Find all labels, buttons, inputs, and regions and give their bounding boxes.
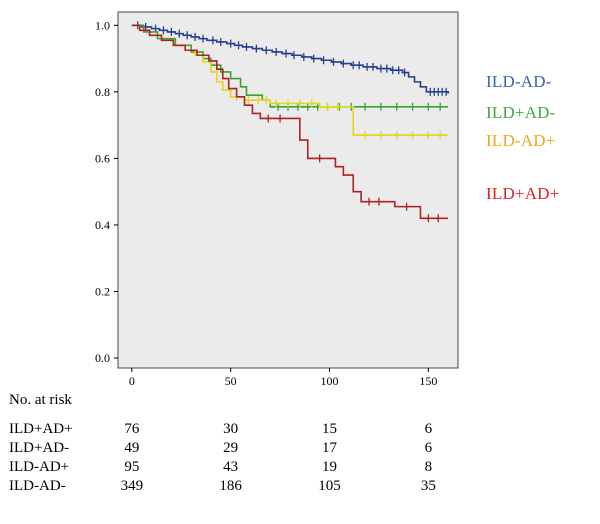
risk-value: 186 — [219, 478, 242, 494]
risk-row: ILD+AD- 49 29 17 6 — [0, 440, 600, 459]
risk-row: ILD-AD- 349 186 105 35 — [0, 478, 600, 497]
risk-value: 15 — [322, 421, 337, 437]
svg-text:0.2: 0.2 — [95, 284, 110, 298]
risk-table-title: No. at risk — [9, 392, 72, 408]
risk-value: 6 — [424, 440, 433, 456]
svg-text:50: 50 — [225, 374, 237, 388]
svg-text:100: 100 — [321, 374, 339, 388]
risk-value: 349 — [120, 478, 144, 494]
legend-item-ild-minus-ad-plus: ILD-AD+ — [486, 131, 556, 150]
risk-value: 105 — [318, 478, 341, 494]
risk-row: ILD+AD+ 76 30 15 6 — [0, 421, 600, 440]
risk-value: 43 — [223, 459, 239, 475]
svg-text:150: 150 — [419, 374, 437, 388]
risk-value: 6 — [424, 421, 433, 437]
svg-text:1.0: 1.0 — [95, 18, 110, 32]
svg-text:0.4: 0.4 — [95, 218, 110, 232]
risk-row-label: ILD+AD- — [9, 440, 70, 456]
survival-chart: 0 50 100 150 0.0 0.2 0.4 0.6 0.8 1.0 — [95, 11, 459, 388]
risk-row-label: ILD+AD+ — [9, 421, 73, 437]
risk-value: 76 — [124, 421, 140, 437]
svg-text:0.6: 0.6 — [95, 151, 110, 165]
legend-item-ild-plus-ad-minus: ILD+AD- — [486, 103, 556, 122]
risk-value: 29 — [223, 440, 239, 456]
risk-row-label: ILD-AD- — [9, 478, 66, 494]
risk-value: 30 — [223, 421, 239, 437]
risk-table: No. at risk ILD+AD+ 76 30 15 6 ILD+AD- 49 29 17 6… — [0, 392, 600, 497]
legend-item-ild-ad-minus-minus: ILD-AD- — [486, 72, 552, 91]
risk-row-label: ILD-AD+ — [9, 459, 70, 475]
risk-value: 49 — [124, 440, 140, 456]
svg-text:0.8: 0.8 — [95, 85, 110, 99]
risk-value: 8 — [424, 459, 433, 475]
risk-table-rows: ILD+AD+ 76 30 15 6 ILD+AD- 49 29 17 6 ILD-AD+ 95 43 1… — [0, 421, 600, 497]
risk-value: 35 — [420, 478, 436, 494]
risk-value: 17 — [322, 440, 337, 456]
svg-text:0.0: 0.0 — [95, 351, 110, 365]
risk-row: ILD-AD+ 95 43 19 8 — [0, 459, 600, 478]
risk-value: 95 — [124, 459, 140, 475]
risk-value: 19 — [322, 459, 337, 475]
legend-item-ild-plus-ad-plus: ILD+AD+ — [486, 184, 560, 203]
svg-text:0: 0 — [129, 374, 135, 388]
